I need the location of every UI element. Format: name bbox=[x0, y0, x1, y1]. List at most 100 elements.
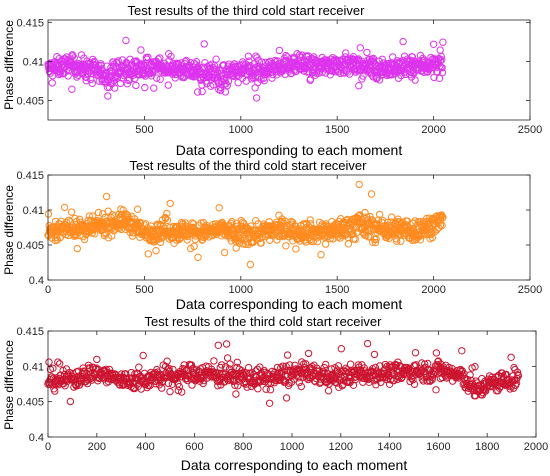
data-point bbox=[220, 248, 229, 257]
data-point bbox=[236, 65, 244, 73]
data-point bbox=[224, 77, 233, 85]
x-tick-label: 2500 bbox=[518, 124, 542, 136]
data-point bbox=[189, 364, 197, 373]
data-point bbox=[183, 236, 191, 244]
data-point bbox=[163, 216, 172, 225]
data-point bbox=[246, 260, 255, 269]
x-tick-label: 2500 bbox=[518, 284, 542, 296]
data-point bbox=[154, 55, 163, 63]
y-tick-label: 0.405 bbox=[16, 397, 44, 409]
data-point bbox=[367, 190, 376, 198]
data-point bbox=[363, 374, 371, 383]
data-point bbox=[227, 219, 235, 228]
data-point bbox=[209, 64, 217, 72]
data-point bbox=[133, 205, 142, 213]
data-point bbox=[363, 339, 372, 348]
x-tick-label: 200 bbox=[88, 441, 106, 453]
data-point bbox=[429, 40, 438, 48]
data-point bbox=[60, 203, 69, 212]
data-point bbox=[88, 79, 97, 88]
data-point bbox=[437, 52, 445, 61]
data-point bbox=[188, 381, 196, 389]
data-point bbox=[458, 347, 466, 355]
data-point bbox=[331, 364, 339, 372]
data-point bbox=[199, 379, 207, 388]
data-point bbox=[426, 377, 434, 385]
panel-1-plot-area: 500 1000 1500 2000 2500 0.405 0.41 0.415 bbox=[16, 17, 542, 136]
panel-3-title: Test results of the third cold start rec… bbox=[145, 314, 383, 329]
data-point bbox=[56, 70, 64, 78]
data-point bbox=[198, 87, 206, 96]
data-point bbox=[265, 399, 274, 407]
data-point bbox=[352, 224, 361, 232]
data-point bbox=[392, 237, 401, 245]
x-tick-label: 0 bbox=[45, 441, 51, 453]
data-point bbox=[317, 251, 325, 259]
data-point bbox=[411, 362, 419, 370]
y-tick-label: 0.41 bbox=[23, 205, 44, 217]
data-point bbox=[467, 376, 475, 385]
data-point bbox=[297, 382, 305, 391]
data-point bbox=[73, 73, 81, 81]
data-point bbox=[307, 61, 315, 70]
data-point bbox=[342, 49, 350, 57]
data-point bbox=[188, 219, 196, 227]
data-point bbox=[156, 54, 164, 62]
data-point bbox=[153, 74, 161, 82]
data-point bbox=[64, 72, 72, 80]
panel-2-title: Test results of the third cold start rec… bbox=[130, 158, 368, 173]
data-point bbox=[435, 74, 444, 83]
data-point bbox=[302, 360, 310, 368]
panel-1: Test results of the third cold start rec… bbox=[2, 3, 542, 158]
panel-1-title: Test results of the third cold start rec… bbox=[128, 3, 366, 18]
data-point bbox=[132, 81, 140, 90]
data-point bbox=[232, 390, 240, 398]
data-point bbox=[371, 238, 380, 247]
data-point bbox=[397, 237, 405, 245]
data-point bbox=[215, 204, 223, 212]
panel-3-ylabel: Phase difference bbox=[2, 340, 16, 430]
data-point bbox=[223, 354, 232, 362]
data-point bbox=[174, 386, 183, 395]
data-point bbox=[226, 360, 234, 368]
data-point bbox=[275, 46, 284, 55]
data-point bbox=[322, 360, 330, 369]
data-point bbox=[283, 221, 291, 230]
data-point bbox=[97, 61, 105, 70]
data-point bbox=[304, 349, 313, 358]
series-points bbox=[44, 36, 447, 102]
y-tick-label: 0.41 bbox=[23, 56, 44, 68]
data-point bbox=[375, 76, 384, 84]
data-point bbox=[212, 55, 220, 63]
data-point bbox=[193, 88, 202, 96]
data-point bbox=[102, 192, 111, 201]
data-point bbox=[393, 375, 402, 384]
data-point bbox=[466, 371, 474, 379]
panel-3: Test results of the third cold start rec… bbox=[2, 314, 548, 473]
data-point bbox=[409, 376, 417, 384]
data-point bbox=[187, 361, 196, 369]
data-point bbox=[233, 358, 242, 366]
x-tick-label: 1000 bbox=[280, 441, 304, 453]
data-point bbox=[319, 367, 327, 376]
data-point bbox=[152, 247, 160, 255]
data-point bbox=[190, 242, 198, 251]
data-point bbox=[375, 210, 384, 219]
data-point bbox=[164, 81, 173, 89]
data-point bbox=[116, 79, 125, 88]
data-point bbox=[69, 52, 77, 60]
x-tick-label: 1200 bbox=[329, 441, 353, 453]
data-point bbox=[337, 345, 345, 353]
data-point bbox=[438, 64, 446, 72]
y-tick-label: 0.41 bbox=[23, 361, 44, 373]
data-point bbox=[156, 75, 164, 83]
data-point bbox=[222, 340, 231, 348]
data-point bbox=[123, 80, 132, 88]
data-point bbox=[222, 79, 230, 88]
data-point bbox=[164, 379, 173, 388]
data-point bbox=[306, 216, 314, 224]
data-point bbox=[136, 219, 145, 228]
x-tick-label: 2000 bbox=[421, 124, 445, 136]
data-point bbox=[126, 76, 134, 84]
